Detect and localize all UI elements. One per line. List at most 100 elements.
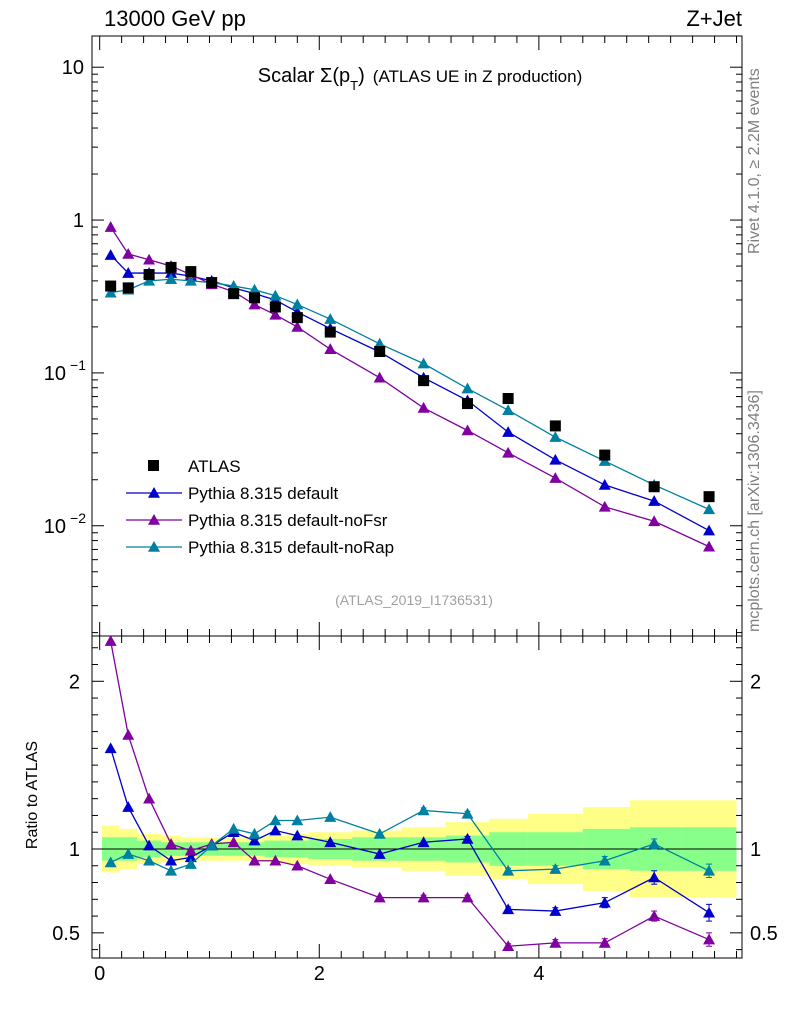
legend-marker-atlas bbox=[148, 460, 159, 471]
title-part: Scalar Σ(p bbox=[258, 65, 350, 87]
y-tick-label: 10 bbox=[62, 57, 84, 79]
series-point bbox=[324, 313, 337, 324]
x-tick-label: 0 bbox=[94, 963, 105, 985]
ratio-point bbox=[417, 836, 430, 848]
x-axis: 0 2 4 bbox=[94, 36, 738, 985]
ratio-frame bbox=[91, 635, 743, 959]
ratio-line bbox=[110, 640, 710, 947]
data-point bbox=[122, 282, 134, 294]
series-point bbox=[703, 524, 716, 536]
ratio-y-axis: 0.5 0.5 1 1 2 2 bbox=[52, 647, 778, 951]
ratio-y-axis-label: Ratio to ATLAS bbox=[24, 741, 41, 849]
series-point bbox=[291, 298, 304, 310]
analysis-tag: (ATLAS_2019_I1736531) bbox=[335, 592, 493, 608]
ratio-point bbox=[502, 903, 515, 915]
ratio-y-tick-label-right: 2 bbox=[750, 671, 761, 693]
ratio-series-2 bbox=[104, 635, 716, 952]
series-point bbox=[703, 540, 716, 552]
series-point bbox=[703, 503, 716, 515]
ratio-panel: 0.5 0.5 1 1 2 2 0 2 4 bbox=[52, 36, 778, 985]
ratio-point bbox=[143, 854, 156, 866]
data-atlas bbox=[105, 261, 715, 503]
ratio-series-3 bbox=[104, 804, 716, 878]
series-point bbox=[417, 401, 430, 413]
data-point bbox=[206, 277, 218, 289]
series-point bbox=[549, 472, 562, 483]
ratio-y-tick-label-right: 1 bbox=[750, 839, 761, 861]
series-point bbox=[461, 424, 474, 436]
ratio-point bbox=[104, 742, 117, 754]
series-point bbox=[598, 500, 611, 512]
series-point bbox=[291, 320, 304, 332]
data-point bbox=[324, 326, 336, 338]
ratio-point bbox=[324, 873, 337, 884]
data-point bbox=[599, 449, 611, 461]
ratio-point bbox=[269, 814, 282, 826]
ratio-point bbox=[461, 807, 474, 819]
series-point bbox=[269, 308, 282, 320]
series-point bbox=[122, 247, 135, 259]
ratio-point bbox=[417, 891, 430, 903]
data-point bbox=[462, 398, 474, 410]
legend: ATLAS Pythia 8.315 default Pythia 8.315 de… bbox=[126, 457, 394, 557]
series-point bbox=[648, 495, 661, 506]
ratio-point bbox=[417, 804, 430, 816]
series-point bbox=[104, 249, 117, 260]
ratio-y-tick-label: 2 bbox=[69, 671, 80, 693]
ratio-point bbox=[205, 839, 218, 851]
series-point bbox=[143, 253, 156, 265]
data-point bbox=[418, 375, 430, 387]
ratio-point bbox=[291, 814, 304, 826]
y-tick-label: 10 bbox=[44, 363, 66, 385]
ratio-point bbox=[122, 728, 135, 740]
series-point bbox=[165, 273, 178, 285]
ratio-point bbox=[549, 863, 562, 874]
data-point bbox=[249, 292, 260, 304]
data-point bbox=[185, 266, 197, 278]
ratio-point bbox=[143, 839, 156, 851]
ratio-point bbox=[703, 933, 716, 945]
ratio-series-1 bbox=[104, 742, 716, 922]
series-point bbox=[248, 283, 261, 295]
legend-marker bbox=[148, 541, 160, 552]
legend-label: Pythia 8.315 default-noFsr bbox=[188, 511, 388, 530]
ratio-point bbox=[648, 910, 661, 921]
chart-text: Scalar Σ(pT) (ATLAS UE in Z production) (… bbox=[24, 65, 582, 849]
ratio-y-tick-label: 0.5 bbox=[52, 923, 80, 945]
ratio-point bbox=[184, 844, 197, 856]
data-point bbox=[502, 393, 514, 405]
ratio-point bbox=[269, 824, 282, 836]
x-tick-label: 2 bbox=[314, 963, 325, 985]
series-point bbox=[373, 337, 386, 349]
ratio-point bbox=[269, 854, 282, 866]
ratio-point bbox=[373, 827, 386, 839]
data-point bbox=[269, 301, 281, 313]
header-energy: 13000 GeV pp bbox=[104, 6, 246, 31]
ratio-y-tick-label-right: 0.5 bbox=[750, 923, 778, 945]
ratio-point bbox=[324, 836, 337, 848]
ratio-point bbox=[703, 906, 716, 918]
series-point bbox=[184, 274, 197, 286]
data-point bbox=[648, 481, 660, 493]
ratio-point bbox=[502, 864, 515, 876]
ratio-point bbox=[227, 836, 240, 848]
ratio-point bbox=[648, 871, 661, 883]
x-tick-label: 4 bbox=[533, 963, 544, 985]
ratio-point bbox=[373, 848, 386, 859]
series-point bbox=[104, 286, 117, 298]
ratio-point bbox=[165, 837, 178, 849]
series-point bbox=[502, 404, 515, 416]
legend-label: Pythia 8.315 default bbox=[188, 484, 339, 503]
legend-label-atlas: ATLAS bbox=[188, 457, 241, 476]
ratio-y-tick-label: 1 bbox=[69, 839, 80, 861]
series-point bbox=[502, 426, 515, 437]
data-point bbox=[143, 269, 155, 281]
data-point bbox=[703, 491, 715, 503]
series-point bbox=[417, 357, 430, 369]
data-point bbox=[228, 288, 240, 300]
legend-marker bbox=[148, 514, 160, 525]
y-tick-label: 1 bbox=[73, 210, 84, 232]
series-point bbox=[549, 431, 562, 442]
